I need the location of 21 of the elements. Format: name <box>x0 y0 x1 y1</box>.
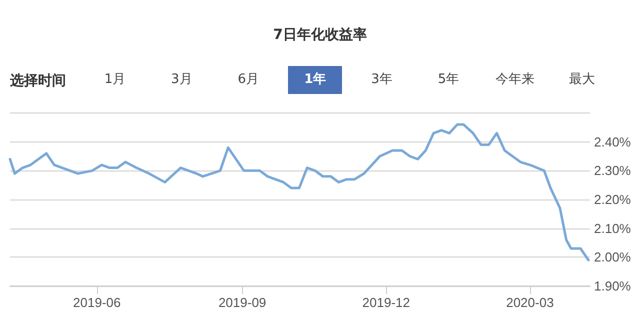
y-tick-label: 2.20% <box>594 192 632 207</box>
text: 选择时间 <box>10 72 66 90</box>
y-tick-label: 1.90% <box>594 278 632 294</box>
text: 5年 <box>422 66 476 94</box>
y-tick-label: 2.00% <box>594 250 632 265</box>
text: 1月 <box>88 66 142 94</box>
text: 1年 <box>288 66 342 94</box>
y-tick-label: 2.10% <box>594 220 632 236</box>
text: 3月 <box>154 66 209 94</box>
x-tick-label: 2020-03 <box>506 295 554 310</box>
text: 3年 <box>354 66 409 94</box>
line-series <box>8 123 590 262</box>
x-tick-label: 2019-06 <box>73 295 121 310</box>
chart-title: 7日年化收益率 <box>272 26 368 44</box>
y-tick-label: 2.40% <box>594 134 632 150</box>
x-tick-label: 2019-12 <box>362 295 410 310</box>
x-tick-label: 2019-09 <box>218 295 266 310</box>
text: 最大 <box>554 66 609 94</box>
text: 今年来 <box>488 66 542 94</box>
y-tick-label: 2.30% <box>594 163 632 178</box>
text: 6月 <box>221 66 276 94</box>
